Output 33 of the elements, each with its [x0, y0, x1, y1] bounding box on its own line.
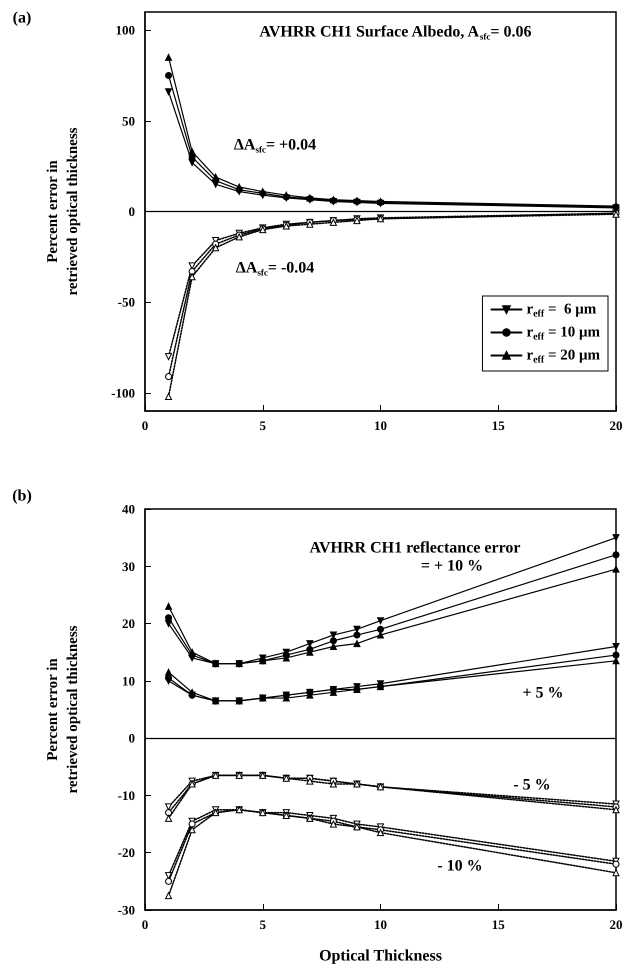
annotation: - 10 % [437, 858, 483, 874]
y-tick-label: -100 [111, 385, 135, 400]
x-tick-label: 0 [142, 917, 148, 932]
x-tick-label: 10 [374, 917, 387, 932]
x-tick-label: 0 [142, 418, 148, 433]
y-axis-title: Percent error in retrieved optical thickness [45, 625, 81, 794]
x-axis-title: Optical Thickness [319, 948, 442, 964]
x-tick-label: 20 [610, 418, 622, 433]
y-tick-label: 0 [128, 730, 135, 746]
x-tick-label: 15 [492, 917, 506, 932]
text: (b) [12, 488, 32, 504]
annotation: = + 10 % [420, 558, 484, 574]
y-tick-label: -30 [118, 902, 135, 918]
y-tick-label: 30 [122, 558, 135, 574]
x-tick-label: 15 [492, 418, 506, 433]
x-tick-label: 10 [374, 418, 387, 433]
y-tick-label: 0 [128, 204, 135, 219]
annotation: - 5 % [513, 776, 551, 794]
y-tick-label: 50 [122, 113, 135, 128]
y-tick-label: 40 [122, 502, 135, 516]
y-tick-label: 100 [116, 22, 135, 38]
y-tick-label: 10 [122, 673, 135, 688]
x-tick-label: 20 [610, 917, 622, 932]
y-tick-label: -50 [118, 294, 135, 310]
x-tick-label: 5 [260, 418, 266, 433]
y-tick-label: -20 [118, 845, 135, 860]
y-tick-label: 20 [122, 616, 135, 632]
y-tick-label: -10 [118, 788, 135, 803]
y-axis-title: Percent error in retrieved optical thickness [45, 127, 81, 296]
annotation: + 5 % [522, 684, 564, 702]
x-tick-label: 5 [260, 917, 266, 932]
text: AVHRR CH1 reflectance error [309, 540, 521, 556]
text: (a) [12, 10, 32, 26]
